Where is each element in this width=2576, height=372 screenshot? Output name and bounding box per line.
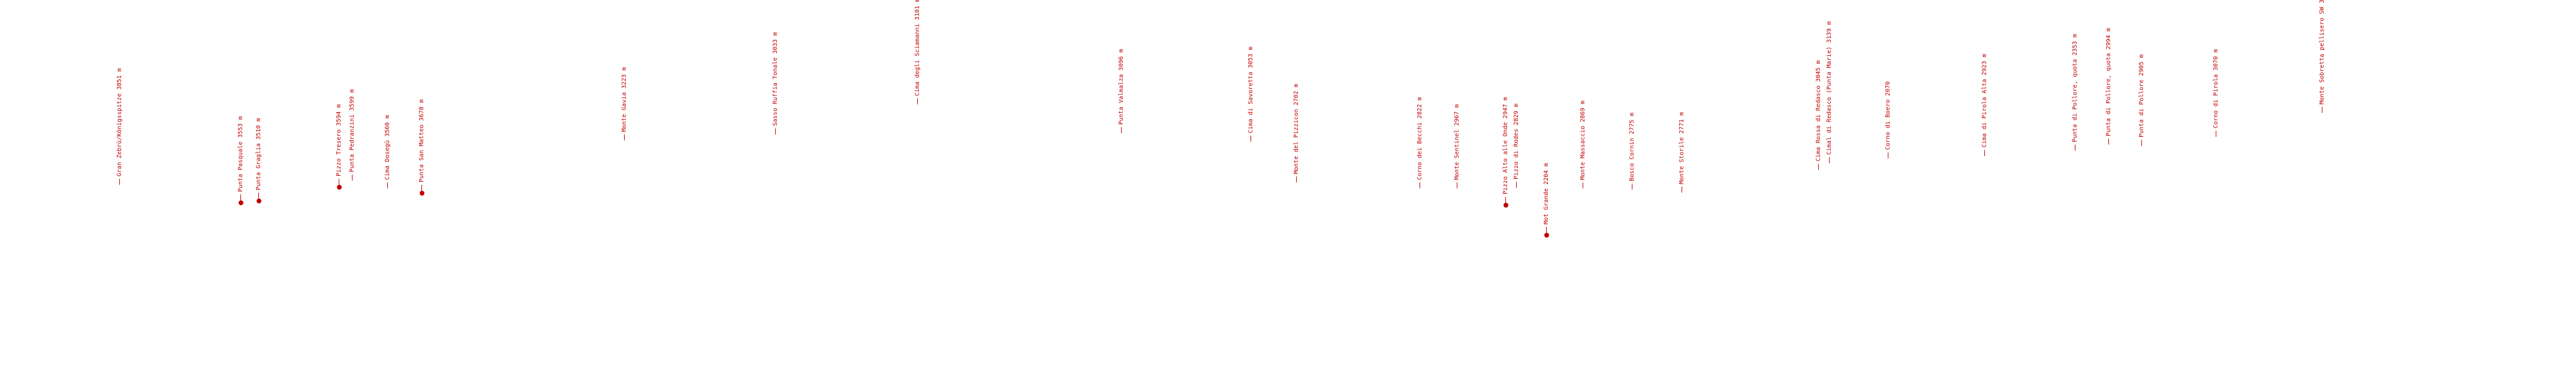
leader-line — [1984, 150, 1985, 156]
peak-label[interactable]: Monte Gavia 3223 m — [621, 67, 628, 140]
peak-label[interactable]: Corno di Pirola 3070 m — [2213, 49, 2219, 137]
peak-name: Cima degli Sciamanni 3101 m — [914, 0, 921, 96]
peak-label[interactable]: Pizzo di Rodes 2829 m — [1513, 103, 1520, 188]
peak-label[interactable]: Pizzo Tresero 3594 m — [336, 104, 342, 185]
peak-marker-icon[interactable] — [1544, 233, 1549, 238]
peak-name: Punta di Pollore, quota 2353 m — [2072, 34, 2078, 142]
peak-label[interactable]: Corno dei Becchi 2822 m — [1417, 97, 1423, 188]
peak-label[interactable]: Monte Sobretta pellisero SW 3279 m — [2319, 0, 2325, 113]
peak-label[interactable]: Punta Pedranzini 3599 m — [349, 89, 355, 181]
peak-name: Pizzo Alto alle Onde 2947 m — [1502, 97, 1509, 194]
leader-line — [1120, 127, 1122, 133]
leader-line — [119, 179, 120, 185]
peak-name: Pizzo di Rodes 2829 m — [1513, 103, 1520, 179]
peak-name: Monte Sentinel 2967 m — [1454, 104, 1460, 180]
peak-label[interactable]: Pizzo Alto alle Onde 2947 m — [1502, 97, 1509, 203]
peak-label[interactable]: Cima degli Sciamanni 3101 m — [914, 0, 921, 104]
peak-label[interactable]: Bosco Cornin 2775 m — [1629, 113, 1635, 190]
peak-label[interactable]: Punta Graglia 3510 m — [255, 118, 262, 199]
peak-name: Monte Massaccio 2869 m — [1580, 100, 1586, 180]
peak-label[interactable]: Cima Rossa di Redasco 3045 m — [1815, 60, 1822, 170]
peak-marker-icon[interactable] — [420, 191, 424, 196]
peak-name: Punta Graglia 3510 m — [255, 118, 262, 190]
peak-name: Corno dei Becchi 2822 m — [1417, 97, 1423, 180]
leader-line — [387, 182, 388, 188]
peak-marker-icon[interactable] — [337, 185, 342, 190]
leader-line — [1516, 182, 1517, 188]
peak-name: Monte Sobretta pellisero SW 3279 m — [2319, 0, 2325, 104]
peak-name: Cima di Pirola Alta 2923 m — [1981, 53, 1988, 148]
leader-line — [1505, 197, 1506, 203]
peak-label[interactable]: Punta di Pollore, quota 2353 m — [2072, 34, 2078, 151]
peak-label[interactable]: Monte Massaccio 2869 m — [1580, 101, 1586, 188]
peak-name: Punta di Pollore 2905 m — [2138, 54, 2145, 137]
peak-name: Punta Valmalza 3096 m — [1118, 49, 1125, 125]
peak-name: Bosco Cornin 2775 m — [1629, 112, 1635, 181]
peak-label[interactable]: Punta di Pollore, quota 2994 m — [2105, 28, 2112, 145]
peak-label[interactable]: Cima Dosegù 3560 m — [384, 115, 391, 188]
leader-line — [1818, 164, 1819, 170]
leader-line — [258, 193, 259, 199]
leader-line — [240, 194, 241, 200]
leader-line — [1545, 227, 1547, 233]
peak-marker-icon[interactable] — [1504, 203, 1508, 208]
peak-label[interactable]: Punta di Pollore 2905 m — [2138, 54, 2145, 146]
peak-label[interactable]: Mot Grande 2204 m — [1543, 163, 1550, 233]
peak-label[interactable]: Punta Pasquale 3553 m — [237, 116, 244, 200]
leader-line — [917, 98, 918, 104]
leader-line — [421, 185, 422, 191]
peak-label[interactable]: Cima di Pirola Alta 2923 m — [1981, 53, 1988, 156]
peak-name: Cimal di Redasco (Punta Marie) 3139 m — [1826, 21, 1833, 155]
peak-name: Punta Pasquale 3553 m — [237, 116, 244, 192]
peak-name: Punta di Pollore, quota 2994 m — [2105, 28, 2112, 136]
peak-label[interactable]: Sasso Ruffia Tonale 3033 m — [772, 32, 779, 134]
leader-line — [623, 134, 625, 140]
peak-name: Punta Pedranzini 3599 m — [349, 89, 355, 172]
peak-name: Gran Zebrù/Königsspitze 3851 m — [116, 68, 123, 176]
leader-line — [1828, 157, 1830, 163]
leader-line — [1295, 176, 1297, 182]
peak-label[interactable]: Punta San Matteo 3678 m — [418, 99, 425, 191]
peak-name: Monte Storile 2771 m — [1679, 112, 1685, 184]
peak-label[interactable]: Cima di Savoretta 3053 m — [1248, 47, 1254, 142]
peak-label[interactable]: Cimal di Redasco (Punta Marie) 3139 m — [1826, 21, 1833, 163]
peak-name: Cima Dosegù 3560 m — [384, 115, 391, 180]
peak-name: Monte Gavia 3223 m — [621, 67, 628, 132]
peak-label[interactable]: Monte Storile 2771 m — [1679, 112, 1685, 193]
leader-line — [775, 128, 776, 134]
peak-label[interactable]: Punta Valmalza 3096 m — [1118, 49, 1125, 133]
peak-label[interactable]: Gran Zebrù/Königsspitze 3851 m — [116, 68, 123, 185]
peak-label[interactable]: Monte del Pizzicon 2702 m — [1293, 83, 1300, 182]
peak-name: Corno di Pirola 3070 m — [2213, 49, 2219, 128]
leader-line — [2108, 139, 2109, 145]
peak-name: Mot Grande 2204 m — [1543, 163, 1550, 224]
peak-name: Corno di Boero 2070 — [1885, 81, 1891, 150]
peak-name: Monte del Pizzicon 2702 m — [1293, 83, 1300, 174]
peak-label[interactable]: Monte Sentinel 2967 m — [1454, 104, 1460, 188]
peak-name: Cima Rossa di Redasco 3045 m — [1815, 60, 1822, 161]
peak-marker-icon[interactable] — [239, 200, 243, 205]
peak-name: Cima di Savoretta 3053 m — [1248, 46, 1254, 134]
leader-line — [2141, 140, 2142, 146]
peak-name: Punta San Matteo 3678 m — [418, 99, 425, 182]
peak-name: Sasso Ruffia Tonale 3033 m — [772, 32, 779, 126]
peak-label[interactable]: Corno di Boero 2070 — [1885, 82, 1891, 158]
peak-marker-icon[interactable] — [257, 199, 261, 203]
peak-name: Pizzo Tresero 3594 m — [336, 104, 342, 176]
